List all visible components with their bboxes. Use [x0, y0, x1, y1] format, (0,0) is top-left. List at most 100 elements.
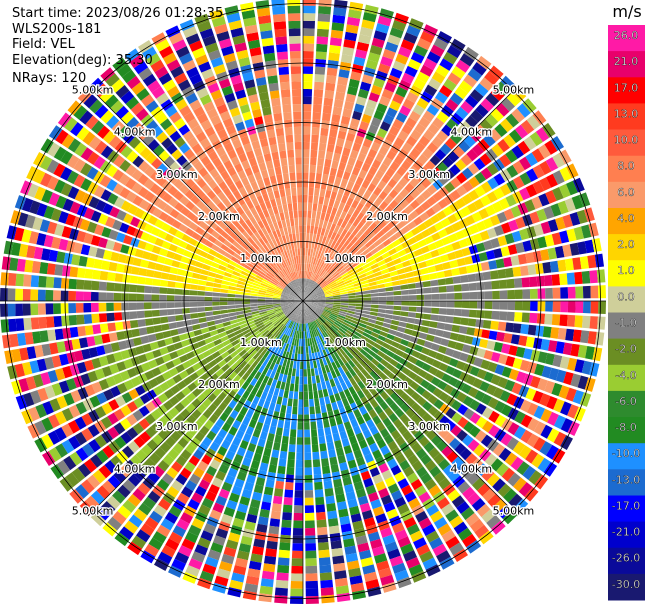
velocity-gate — [462, 533, 477, 548]
velocity-gate — [559, 183, 571, 199]
velocity-gate — [524, 199, 536, 212]
velocity-gate — [353, 263, 362, 271]
velocity-gate — [306, 330, 309, 339]
velocity-gate — [547, 411, 559, 426]
velocity-gate — [331, 207, 338, 216]
velocity-gate — [427, 405, 439, 417]
velocity-gate — [346, 312, 355, 317]
velocity-gate — [540, 424, 553, 439]
velocity-gate — [330, 29, 344, 39]
velocity-gate — [508, 368, 520, 381]
velocity-gate — [551, 232, 562, 246]
velocity-gate — [347, 233, 355, 242]
velocity-gate — [320, 212, 326, 221]
velocity-gate — [449, 437, 461, 450]
velocity-gate — [309, 305, 316, 310]
velocity-gate — [305, 270, 308, 279]
velocity-gate — [411, 226, 421, 236]
velocity-gate — [465, 512, 480, 527]
velocity-gate — [303, 298, 311, 301]
velocity-gate — [342, 46, 355, 56]
velocity-gate — [401, 301, 410, 306]
velocity-gate — [390, 143, 401, 154]
velocity-gate — [515, 346, 526, 358]
velocity-gate — [383, 451, 394, 463]
velocity-gate — [453, 521, 468, 535]
velocity-gate — [322, 323, 329, 331]
velocity-gate — [387, 265, 397, 273]
velocity-gate — [372, 328, 381, 335]
velocity-gate — [469, 518, 485, 533]
velocity-gate — [323, 322, 330, 329]
velocity-gate — [333, 304, 341, 307]
velocity-gate — [309, 292, 316, 298]
velocity-gate — [323, 197, 330, 206]
velocity-gate — [562, 244, 572, 258]
velocity-gate — [303, 81, 313, 90]
velocity-gate — [460, 154, 473, 166]
velocity-gate — [352, 142, 362, 152]
velocity-gate — [333, 242, 340, 250]
velocity-gate — [358, 233, 367, 242]
velocity-gate — [498, 197, 510, 210]
velocity-gate — [520, 119, 535, 135]
velocity-gate — [323, 288, 332, 293]
velocity-gate — [394, 229, 404, 239]
velocity-gate — [432, 191, 443, 202]
velocity-gate — [354, 331, 362, 338]
velocity-gate — [331, 353, 338, 362]
velocity-gate — [339, 289, 348, 293]
velocity-gate — [370, 247, 379, 255]
velocity-gate — [340, 296, 349, 299]
velocity-gate — [377, 288, 386, 293]
velocity-gate — [457, 416, 469, 429]
velocity-gate — [469, 301, 478, 309]
velocity-gate — [317, 305, 325, 309]
velocity-gate — [559, 356, 570, 370]
velocity-gate — [335, 278, 344, 284]
velocity-gate — [431, 136, 444, 148]
velocity-gate — [414, 485, 427, 497]
velocity-gate — [388, 234, 398, 243]
velocity-gate — [381, 88, 394, 100]
velocity-gate — [466, 148, 479, 162]
velocity-gate — [458, 238, 469, 248]
velocity-gate — [359, 406, 368, 416]
velocity-gate — [444, 225, 455, 235]
velocity-gate — [507, 244, 518, 255]
velocity-gate — [324, 340, 330, 348]
velocity-gate — [312, 257, 317, 265]
velocity-gate — [483, 133, 496, 147]
velocity-gate — [554, 245, 565, 259]
velocity-gate — [398, 235, 408, 244]
velocity-gate — [395, 349, 405, 357]
velocity-gate — [359, 26, 373, 37]
velocity-gate — [359, 422, 369, 432]
velocity-gate — [384, 377, 394, 386]
velocity-gate — [314, 320, 320, 328]
velocity-gate — [411, 570, 427, 583]
velocity-gate — [387, 178, 398, 189]
colorbar-tick-label: -2.0 — [615, 343, 636, 356]
velocity-gate — [312, 344, 317, 353]
velocity-gate — [391, 490, 403, 501]
velocity-gate — [325, 330, 332, 338]
velocity-gate — [375, 456, 386, 467]
velocity-gate — [319, 342, 325, 351]
velocity-gate — [383, 277, 392, 283]
velocity-gate — [446, 293, 455, 300]
velocity-gate — [327, 59, 339, 69]
velocity-gate — [483, 371, 494, 383]
velocity-gate — [331, 310, 339, 315]
velocity-gate — [305, 278, 308, 287]
velocity-gate — [529, 131, 543, 147]
velocity-gate — [373, 77, 386, 89]
velocity-gate — [447, 72, 462, 86]
velocity-gate — [303, 297, 310, 301]
velocity-gate — [314, 257, 319, 266]
velocity-gate — [579, 256, 589, 270]
velocity-gate — [315, 172, 322, 182]
velocity-gate — [303, 285, 305, 294]
velocity-gate — [315, 336, 320, 345]
velocity-gate — [486, 227, 497, 239]
